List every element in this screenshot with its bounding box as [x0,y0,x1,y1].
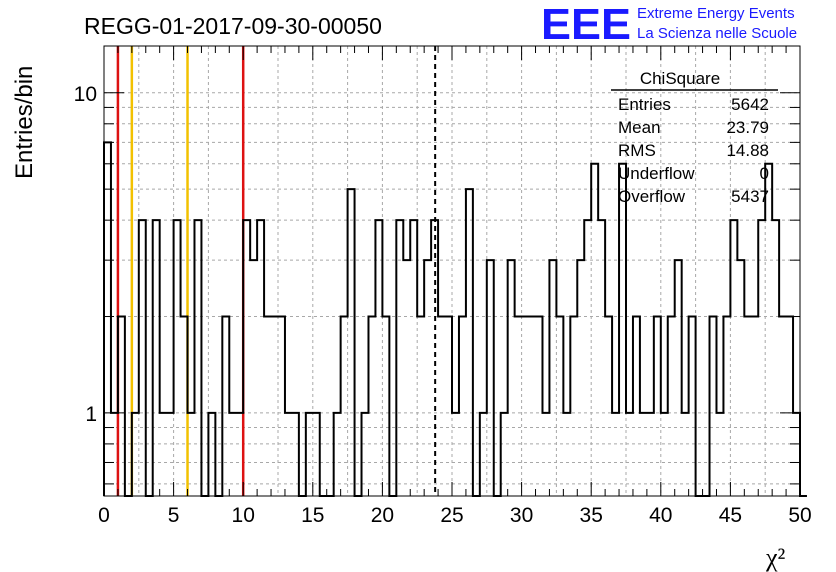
logo-line-2: La Scienza nelle Scuole [637,25,797,42]
tick-labels: 0 5 10 15 20 25 30 35 40 45 50 1 10 [74,83,812,527]
x-tick-label: 25 [440,504,463,527]
x-tick-label: 50 [788,504,811,527]
x-tick-label: 40 [649,504,672,527]
histogram-outline [103,141,807,497]
x-tick-label: 20 [371,504,394,527]
y-tick-label: 1 [85,403,97,426]
x-tick-label: 30 [510,504,533,527]
y-tick-label: 10 [74,83,97,106]
stats-rows: Entries 5642 Mean 23.79 RMS 14.88 Underf… [618,95,769,206]
stats-value-overflow: 5437 [731,187,769,206]
axis-ticks [103,46,801,496]
stats-label-entries: Entries [618,95,671,114]
stats-label-mean: Mean [618,118,661,137]
run-title: REGG-01-2017-09-30-00050 [84,13,382,39]
eee-logo: EEE [541,0,631,49]
logo-line-1: Extreme Energy Events [637,5,795,22]
y-axis-title: Entries/bin [11,66,38,179]
stats-label-rms: RMS [618,141,656,160]
x-axis-title: χ² [765,543,786,572]
x-tick-label: 45 [719,504,742,527]
stats-label-underflow: Underflow [618,164,695,183]
x-tick-label: 35 [580,504,603,527]
stats-label-overflow: Overflow [618,187,686,206]
stats-title: ChiSquare [640,69,720,88]
stats-value-entries: 5642 [731,95,769,114]
x-tick-label: 5 [168,504,180,527]
x-tick-label: 15 [301,504,324,527]
x-tick-label: 10 [232,504,255,527]
stats-value-rms: 14.88 [726,141,769,160]
x-tick-label: 0 [98,504,110,527]
stats-value-underflow: 0 [760,164,769,183]
stats-value-mean: 23.79 [726,118,769,137]
